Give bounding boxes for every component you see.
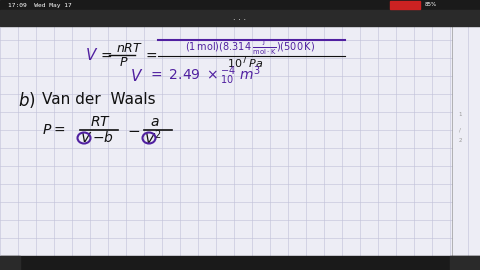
Text: $=$: $=$ [98,48,113,62]
Text: $- b$: $- b$ [92,130,114,146]
Bar [0,256,480,270]
Text: $nRT$: $nRT$ [116,42,143,55]
Text: $V^2$: $V^2$ [144,129,162,147]
Text: $=$: $=$ [143,48,158,62]
Text: 1: 1 [458,113,462,117]
Bar [450,256,480,270]
Text: 2: 2 [458,137,462,143]
Text: $V$: $V$ [85,47,98,63]
Text: Van der  Waals: Van der Waals [42,93,156,107]
Text: $b)$: $b)$ [18,90,36,110]
Text: . . .: . . . [233,14,247,22]
Text: $P=$: $P=$ [42,123,65,137]
Bar [0,256,20,270]
Text: $-$: $-$ [127,123,140,137]
Text: $=\;2.49\;\times_{10}^{-4}\;m^3$: $=\;2.49\;\times_{10}^{-4}\;m^3$ [148,65,261,87]
Text: $a$: $a$ [150,115,159,129]
Bar [0,0,480,10]
Text: $(1\,\mathrm{mol})(8.314\;\frac{\mathrm{J}}{\mathrm{mol \cdot K}})(500\,\mathrm{: $(1\,\mathrm{mol})(8.314\;\frac{\mathrm{… [185,37,315,57]
Bar [0,10,480,26]
Text: $V$: $V$ [80,131,92,145]
Text: 85%: 85% [425,2,437,8]
Text: $V$: $V$ [130,68,144,84]
Text: /: / [459,127,461,133]
Bar [390,1,420,9]
Text: $P$: $P$ [119,56,129,69]
Text: 17:09  Wed May 17: 17:09 Wed May 17 [8,2,72,8]
Text: $RT$: $RT$ [90,115,111,129]
Text: $10^7\,Pa$: $10^7\,Pa$ [227,55,263,71]
